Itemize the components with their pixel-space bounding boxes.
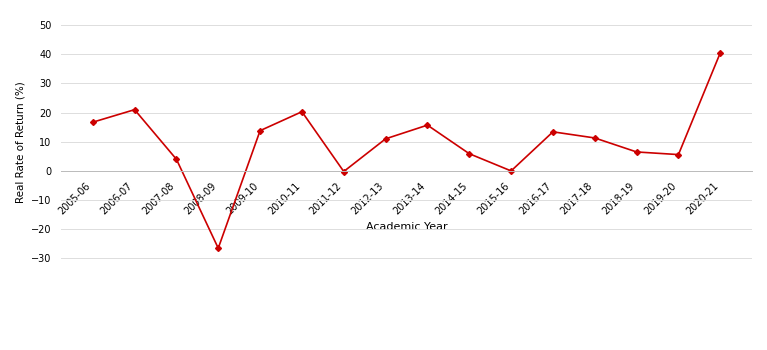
Y-axis label: Real Rate of Return (%): Real Rate of Return (%) bbox=[15, 81, 25, 203]
X-axis label: Academic Year: Academic Year bbox=[366, 222, 447, 232]
